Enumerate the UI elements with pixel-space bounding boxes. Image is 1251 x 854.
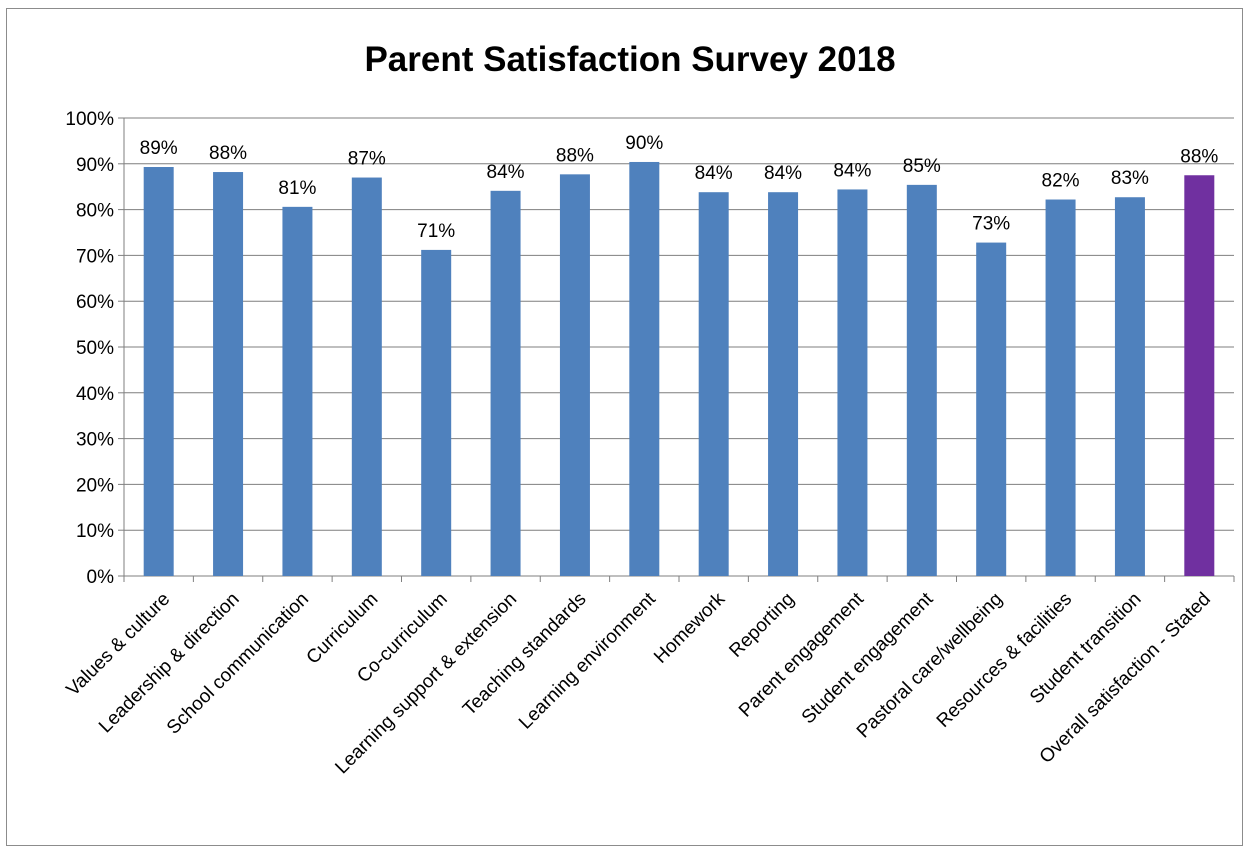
bar xyxy=(143,167,174,577)
bar xyxy=(282,206,313,577)
category-label: Teaching standards xyxy=(459,589,590,720)
bar xyxy=(559,174,590,577)
bar xyxy=(490,190,521,576)
bar xyxy=(351,177,382,577)
category-label: Student engagement xyxy=(798,588,938,728)
data-label: 87% xyxy=(348,149,386,170)
data-label: 89% xyxy=(140,138,178,159)
data-label: 90% xyxy=(625,133,663,154)
data-label: 84% xyxy=(833,160,871,181)
y-tick-label: 80% xyxy=(76,201,114,222)
bar xyxy=(1045,199,1076,577)
data-label: 88% xyxy=(209,143,247,164)
data-label: 73% xyxy=(972,214,1010,235)
data-label: 85% xyxy=(903,156,941,177)
y-tick-label: 40% xyxy=(76,384,114,405)
category-label: Parent engagement xyxy=(735,588,868,721)
data-label: 81% xyxy=(278,178,316,199)
data-label: 82% xyxy=(1042,171,1080,192)
data-label: 84% xyxy=(764,163,802,184)
category-label: Leadership & direction xyxy=(95,589,244,738)
bar xyxy=(421,249,452,577)
y-tick-label: 10% xyxy=(76,521,114,542)
y-axis-tick-labels: 0% 10% 20% 30% 40% 50% 60% 70% 80% 90% 100% xyxy=(65,109,114,588)
bar xyxy=(976,242,1007,577)
y-tick-label: 70% xyxy=(76,246,114,267)
bar xyxy=(768,192,799,577)
bar xyxy=(698,192,729,577)
data-label: 71% xyxy=(417,221,455,242)
y-tick-label: 20% xyxy=(76,475,114,496)
bar xyxy=(1114,197,1145,576)
y-tick-label: 0% xyxy=(87,567,115,588)
y-tick-label: 100% xyxy=(65,109,114,130)
category-label: School communication xyxy=(163,589,313,739)
y-tick-label: 90% xyxy=(76,155,114,176)
data-label: 88% xyxy=(556,145,594,166)
bar xyxy=(213,172,244,576)
y-tick-label: 60% xyxy=(76,292,114,313)
chart-title: Parent Satisfaction Survey 2018 xyxy=(364,40,895,79)
bar xyxy=(837,189,868,576)
category-label: Homework xyxy=(650,588,729,667)
chart-frame xyxy=(6,8,1243,846)
data-label: 84% xyxy=(695,163,733,184)
bars xyxy=(143,161,1215,577)
bar xyxy=(1184,175,1215,576)
category-label: Learning environment xyxy=(515,588,660,733)
data-label: 88% xyxy=(1180,146,1218,167)
data-labels: 89% 88% 81% 87% 71% 84% 88% 90% 84% 84% 84% 85% 73% 8… xyxy=(140,133,1219,242)
y-tick-label: 30% xyxy=(76,430,114,451)
category-label: Resources & facilities xyxy=(933,589,1076,732)
data-label: 83% xyxy=(1111,168,1149,189)
bar xyxy=(629,161,660,576)
bar xyxy=(906,184,937,577)
y-tick-label: 50% xyxy=(76,338,114,359)
data-label: 84% xyxy=(487,162,525,183)
category-label: Reporting xyxy=(725,589,798,662)
